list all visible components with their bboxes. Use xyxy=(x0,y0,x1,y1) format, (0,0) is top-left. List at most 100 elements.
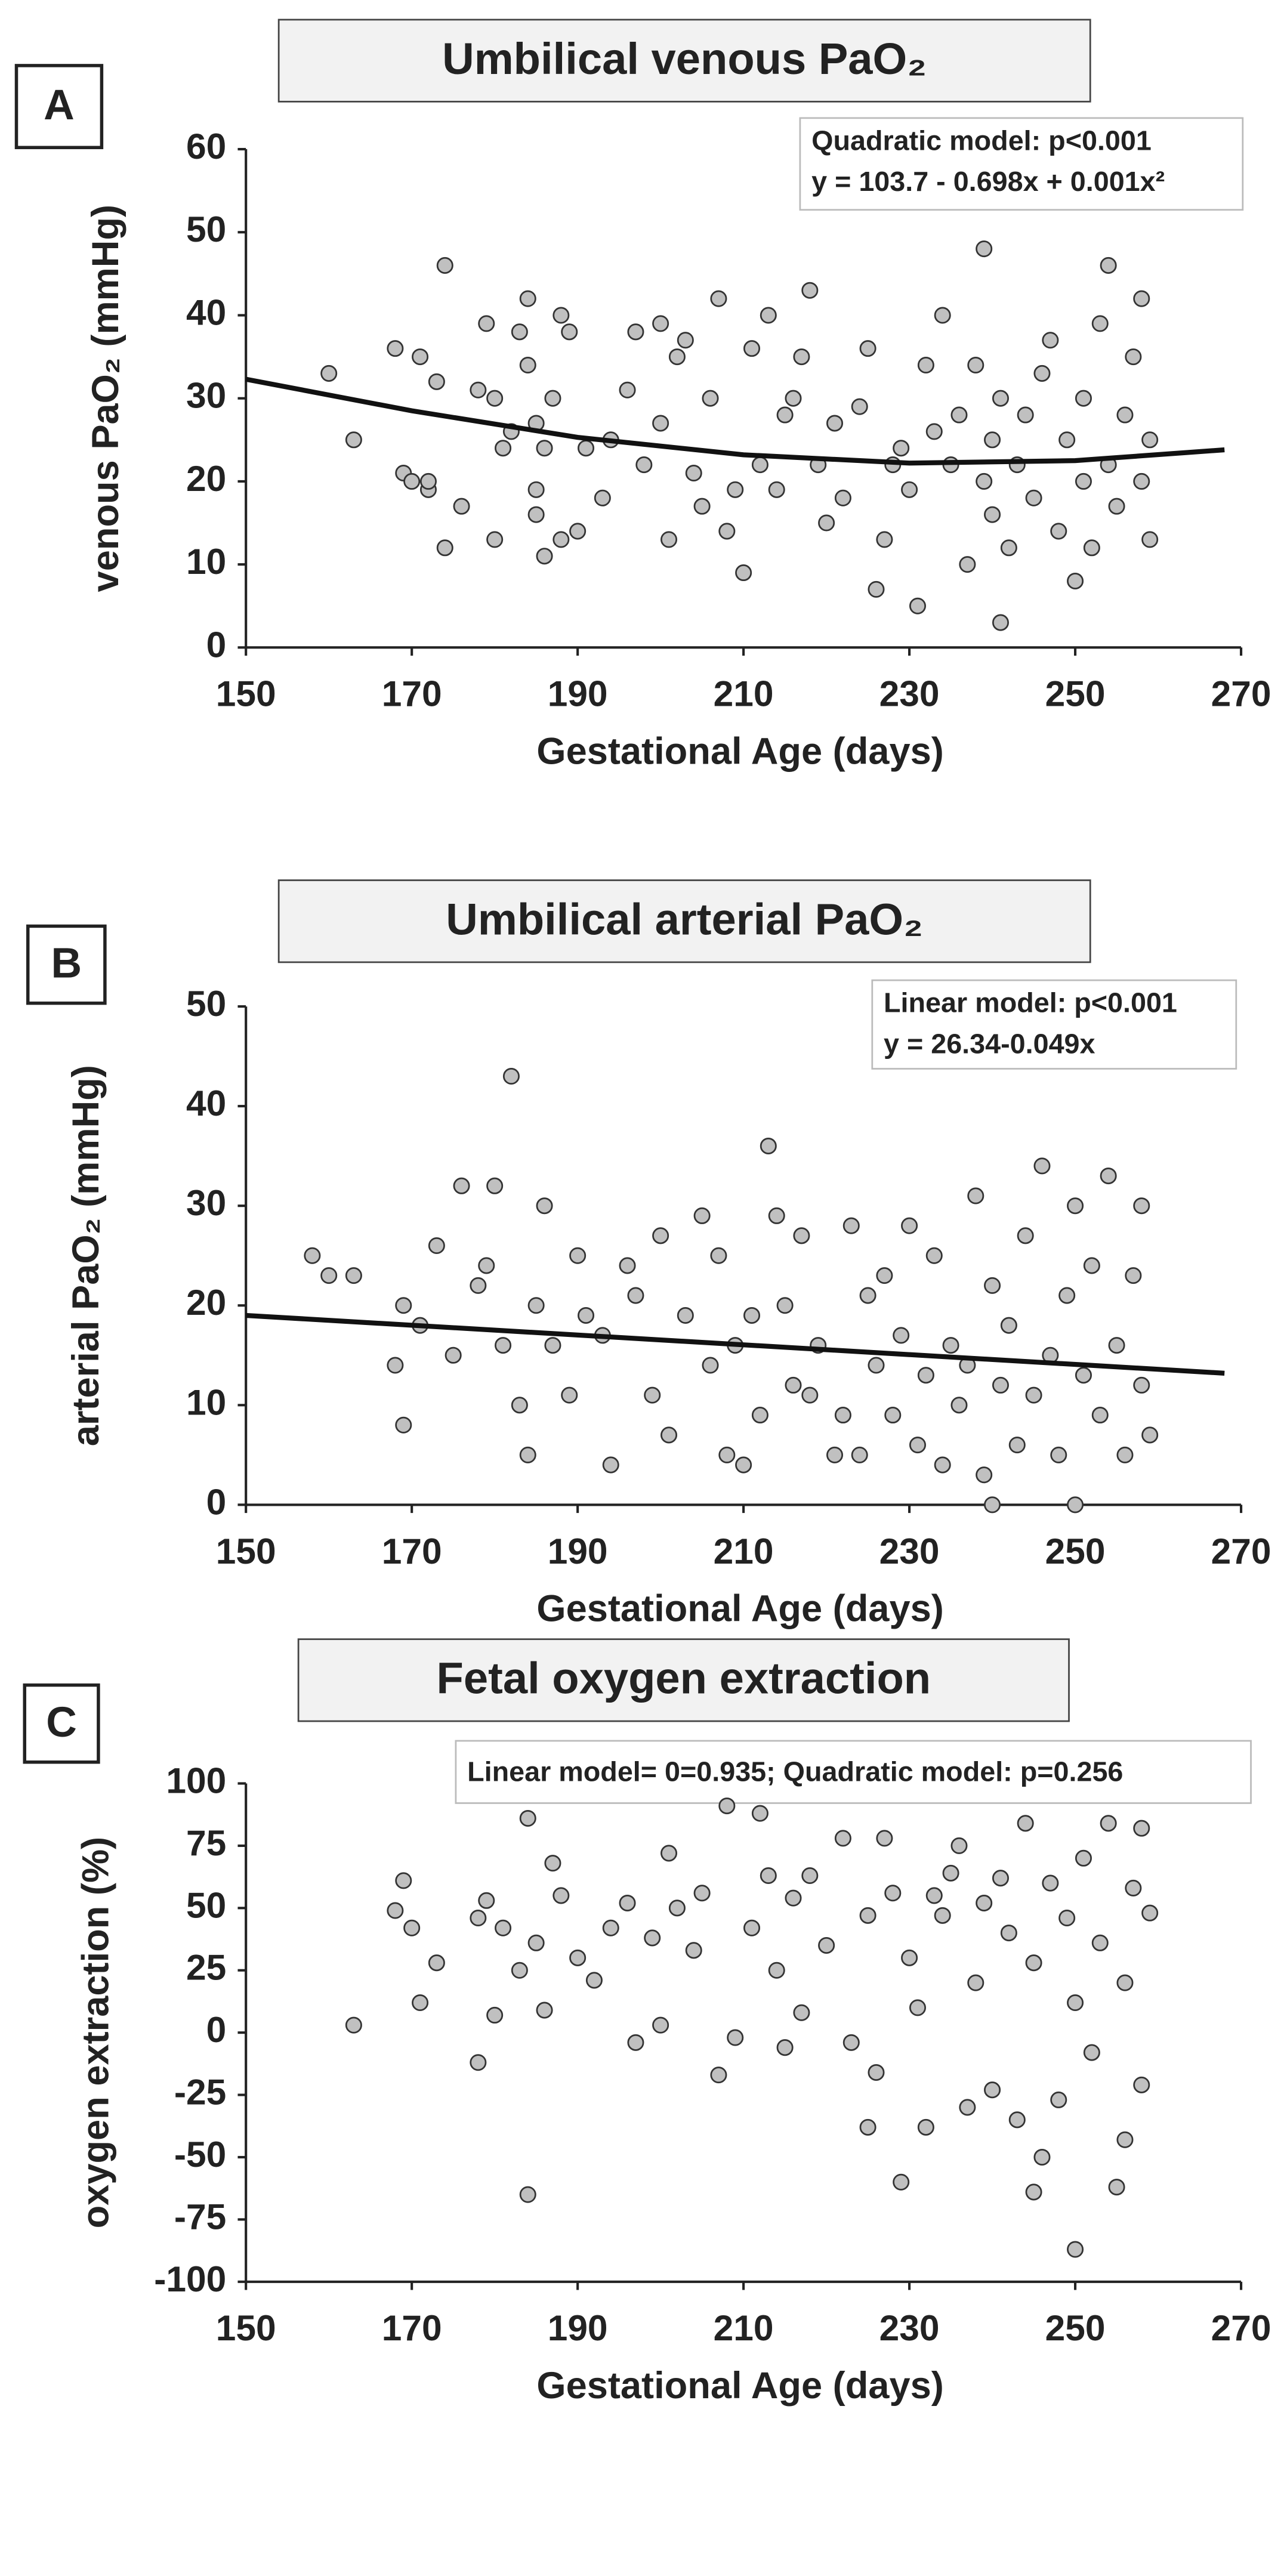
x-axis-label: Gestational Age (days) xyxy=(536,1588,943,1630)
annotation: Linear model= 0=0.935; Quadratic model: … xyxy=(467,1756,1123,1787)
data-point xyxy=(743,1306,761,1324)
data-point xyxy=(403,1919,421,1936)
data-point xyxy=(976,472,993,490)
x-tick-label: 170 xyxy=(382,674,442,714)
data-point xyxy=(1083,1257,1100,1274)
data-point xyxy=(668,348,686,366)
data-point xyxy=(478,1257,495,1274)
data-point xyxy=(345,431,362,449)
y-tick-label: 10 xyxy=(186,1382,226,1422)
data-point xyxy=(412,1994,429,2012)
x-tick-label: 190 xyxy=(548,1531,608,1571)
data-point xyxy=(859,1287,876,1304)
data-point xyxy=(967,1974,984,1991)
data-point xyxy=(561,323,578,341)
data-point xyxy=(453,498,470,515)
data-point xyxy=(785,1889,802,1907)
data-point xyxy=(1125,1267,1142,1284)
chart-title: Umbilical arterial PaO₂ xyxy=(446,895,923,944)
data-point xyxy=(1141,531,1159,548)
data-point xyxy=(561,1386,578,1404)
data-point xyxy=(1133,1820,1150,1837)
x-tick-label: 270 xyxy=(1211,674,1271,714)
data-point xyxy=(1116,1446,1134,1463)
data-point xyxy=(876,1267,893,1284)
data-point xyxy=(751,456,769,474)
data-point xyxy=(1000,1317,1017,1334)
data-point xyxy=(544,1337,561,1354)
data-point xyxy=(917,1367,934,1384)
data-point xyxy=(702,1357,719,1374)
y-tick-label: -100 xyxy=(154,2259,226,2299)
data-point xyxy=(345,2016,362,2034)
data-point xyxy=(868,2064,885,2081)
panel-letter-box xyxy=(26,924,107,1005)
data-point xyxy=(1116,1974,1134,1991)
data-point xyxy=(304,1247,321,1264)
data-point xyxy=(834,1830,851,1847)
y-tick-label: -25 xyxy=(174,2072,226,2112)
data-point xyxy=(842,1217,860,1234)
data-point xyxy=(909,1437,926,1454)
data-point xyxy=(710,2067,727,2084)
data-point xyxy=(1108,2179,1125,2196)
data-point xyxy=(967,1187,984,1204)
data-point xyxy=(768,1207,785,1224)
data-point xyxy=(826,1446,844,1463)
data-point xyxy=(661,1845,678,1862)
data-point xyxy=(901,1949,918,1966)
data-point xyxy=(1100,257,1117,274)
data-point xyxy=(1108,1337,1125,1354)
data-point xyxy=(1058,1287,1076,1304)
data-point xyxy=(693,1207,711,1224)
data-point xyxy=(1075,390,1092,407)
x-tick-label: 150 xyxy=(216,674,276,714)
data-point xyxy=(553,1887,570,1904)
data-point xyxy=(470,1277,487,1294)
data-point xyxy=(760,307,777,324)
data-point xyxy=(942,1864,959,1882)
data-point xyxy=(1042,1874,1059,1892)
y-tick-label: 100 xyxy=(166,1760,226,1800)
data-point xyxy=(1091,1407,1109,1424)
data-point xyxy=(419,472,437,490)
data-point xyxy=(519,1809,536,1827)
data-point xyxy=(743,1919,761,1936)
data-point xyxy=(693,1885,711,1902)
x-tick-label: 150 xyxy=(216,1531,276,1571)
x-tick-label: 190 xyxy=(548,674,608,714)
x-tick-label: 170 xyxy=(382,2308,442,2348)
data-point xyxy=(602,1919,619,1936)
data-point xyxy=(627,2034,644,2051)
annotation: Linear model: p<0.001 xyxy=(884,987,1177,1018)
data-point xyxy=(1141,1426,1159,1444)
data-point xyxy=(976,1894,993,1911)
data-point xyxy=(387,340,404,357)
data-point xyxy=(1116,2131,1134,2148)
data-point xyxy=(445,1346,462,1364)
y-axis-label: venous PaO₂ (mmHg) xyxy=(85,205,126,592)
x-tick-label: 270 xyxy=(1211,2308,1271,2348)
data-point xyxy=(387,1357,404,1374)
data-point xyxy=(668,1899,686,1917)
data-point xyxy=(1050,523,1067,540)
data-point xyxy=(718,1446,736,1463)
data-point xyxy=(901,481,918,498)
x-tick-label: 170 xyxy=(382,1531,442,1571)
data-point xyxy=(1025,489,1042,506)
data-point xyxy=(486,2006,504,2024)
data-point xyxy=(984,2081,1001,2099)
data-point xyxy=(1050,1446,1067,1463)
fit-line xyxy=(245,376,1225,466)
data-point xyxy=(395,1297,412,1314)
data-point xyxy=(776,1297,794,1314)
data-point xyxy=(1116,406,1134,424)
y-tick-label: 20 xyxy=(186,1282,226,1323)
data-point xyxy=(1083,539,1100,557)
x-tick-label: 210 xyxy=(714,1531,774,1571)
x-tick-label: 210 xyxy=(714,2308,774,2348)
data-point xyxy=(992,390,1009,407)
x-tick-label: 250 xyxy=(1045,1531,1106,1571)
data-point xyxy=(1125,348,1142,366)
